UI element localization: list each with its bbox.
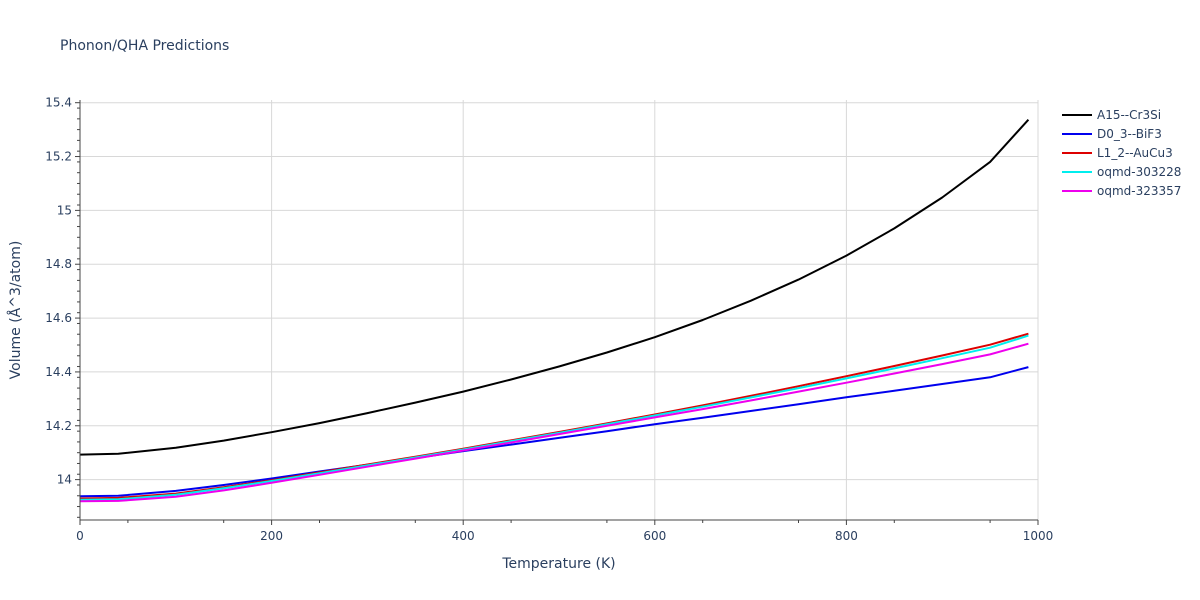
- axes: 0 200 400 600 800 1000 14 14.2 14.4 14.6 14.8 15 15.…: [45, 96, 1053, 543]
- legend[interactable]: A15--Cr3Si D0_3--BiF3 L1_2--AuCu3 oqmd-3032…: [1062, 108, 1181, 198]
- x-tick-label: 800: [835, 529, 858, 543]
- x-tick-label: 400: [452, 529, 475, 543]
- x-tick-label: 600: [643, 529, 666, 543]
- series-line-oqmd-323357[interactable]: [79, 342, 1029, 503]
- series-lines: [79, 119, 1030, 503]
- x-tick-label: 200: [260, 529, 283, 543]
- y-tick-label: 14.6: [45, 311, 72, 325]
- x-tick-label: 1000: [1023, 529, 1054, 543]
- x-tick-label: 0: [76, 529, 84, 543]
- series-line-a15-cr3si[interactable]: [79, 119, 1030, 456]
- series-line-oqmd-303228[interactable]: [79, 334, 1029, 501]
- y-tick-label: 14: [57, 473, 72, 487]
- grid: [80, 100, 1039, 520]
- series-line-l1-2-aucu3[interactable]: [79, 332, 1029, 500]
- y-axis-title: Volume (Å^3/atom): [7, 241, 24, 380]
- legend-item[interactable]: A15--Cr3Si: [1062, 108, 1161, 122]
- legend-label: A15--Cr3Si: [1097, 108, 1161, 122]
- y-tick-label: 14.4: [45, 365, 72, 379]
- legend-item[interactable]: oqmd-303228: [1062, 165, 1181, 179]
- y-tick-label: 14.2: [45, 419, 72, 433]
- y-tick-label: 15.4: [45, 96, 72, 110]
- y-tick-label: 14.8: [45, 257, 72, 271]
- legend-item[interactable]: oqmd-323357: [1062, 184, 1181, 198]
- series-line-d0-3-bif3[interactable]: [79, 366, 1029, 498]
- legend-item[interactable]: D0_3--BiF3: [1062, 127, 1162, 141]
- chart-title: Phonon/QHA Predictions: [60, 38, 229, 54]
- legend-item[interactable]: L1_2--AuCu3: [1062, 146, 1173, 160]
- y-tick-label: 15.2: [45, 150, 72, 164]
- x-axis-title: Temperature (K): [501, 556, 615, 572]
- legend-label: oqmd-303228: [1097, 165, 1181, 179]
- legend-label: D0_3--BiF3: [1097, 127, 1162, 141]
- legend-label: oqmd-323357: [1097, 184, 1181, 198]
- y-tick-label: 15: [57, 203, 72, 217]
- legend-label: L1_2--AuCu3: [1097, 146, 1173, 160]
